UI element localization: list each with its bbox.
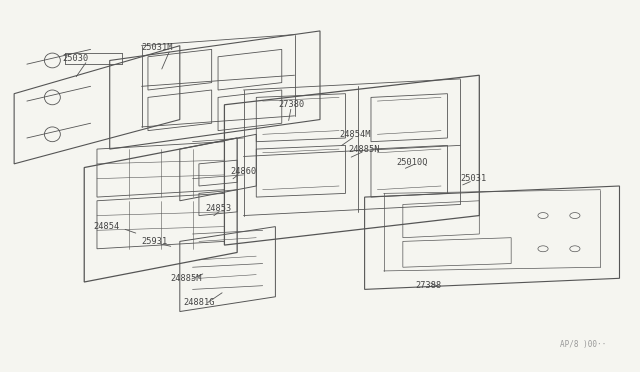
Text: AP/8 )00··: AP/8 )00·· <box>561 340 607 349</box>
Text: 24853: 24853 <box>205 203 232 213</box>
Text: 24885N: 24885N <box>349 145 380 154</box>
Text: 24854: 24854 <box>94 222 120 231</box>
Text: 24885M: 24885M <box>170 274 202 283</box>
Text: 24881G: 24881G <box>183 298 214 307</box>
Text: 24860: 24860 <box>231 167 257 176</box>
Text: 25010Q: 25010Q <box>396 157 428 167</box>
Text: 25931: 25931 <box>141 237 168 246</box>
Text: 25031: 25031 <box>460 174 486 183</box>
Text: 25031M: 25031M <box>141 43 173 52</box>
Text: 25030: 25030 <box>62 54 88 63</box>
Text: 27388: 27388 <box>415 281 442 290</box>
Text: 24854M: 24854M <box>339 130 371 139</box>
Text: 27380: 27380 <box>278 100 305 109</box>
